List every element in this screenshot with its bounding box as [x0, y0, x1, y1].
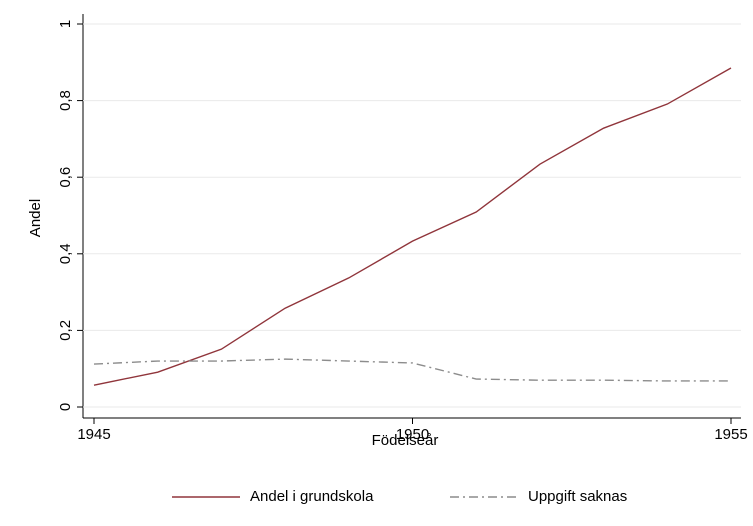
series-line	[93, 358, 731, 382]
x-tick-label: 1950	[396, 426, 429, 443]
y-tick-label: 0,2	[57, 320, 74, 341]
legend-label: Andel i grundskola	[250, 488, 374, 505]
legend-label: Uppgift saknas	[528, 488, 627, 505]
x-tick-label: 1955	[714, 426, 747, 443]
x-axis-label: Födelseår	[372, 432, 439, 449]
series-line	[93, 67, 732, 386]
y-tick-label: 0	[57, 403, 74, 411]
y-tick-label: 0,4	[57, 243, 74, 264]
y-axis-label: Andel	[27, 199, 44, 237]
y-tick-label: 1	[57, 20, 74, 28]
x-tick-label: 1945	[77, 426, 110, 443]
y-tick-label: 0,6	[57, 167, 74, 188]
y-tick-label: 0,8	[57, 90, 74, 111]
